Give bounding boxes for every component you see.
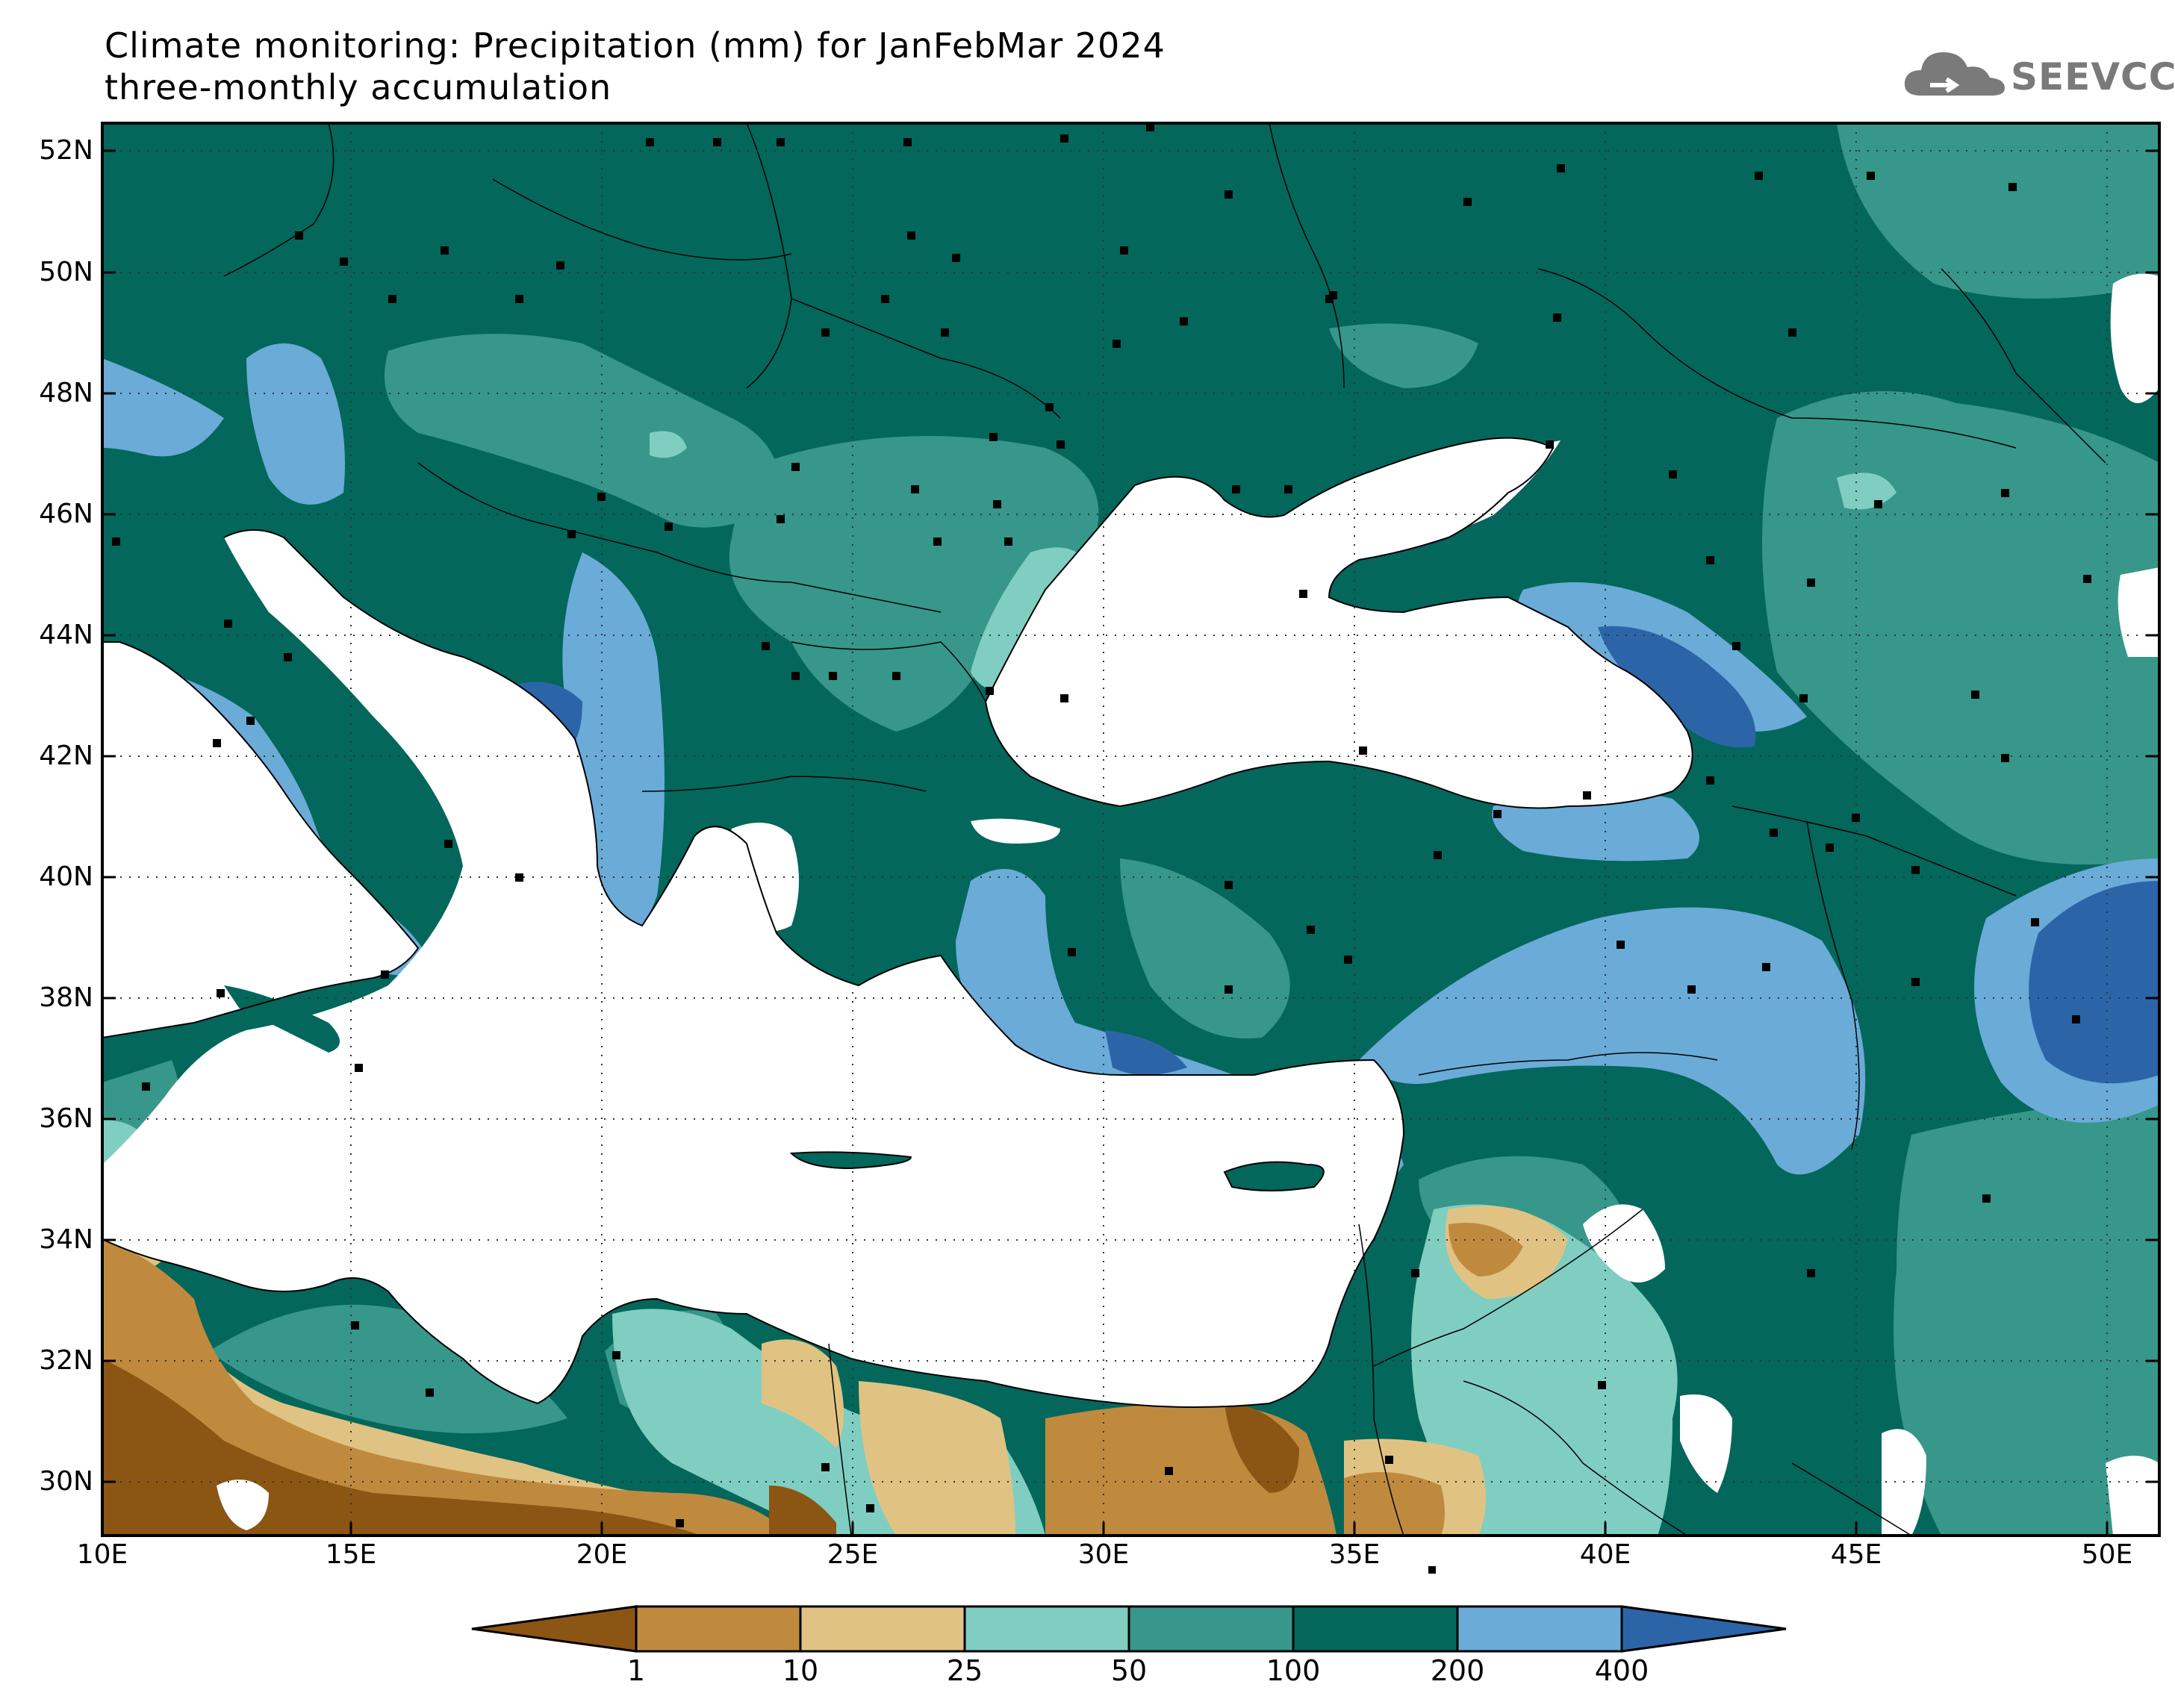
colorbar-segment-over-400 (1620, 1605, 1787, 1653)
seevccc-logo: SEEVCCC (1900, 42, 2175, 109)
coastlines (102, 437, 1693, 1408)
lat-label-50n: 50N (39, 257, 93, 287)
lon-label-30e: 30E (1077, 1539, 1130, 1570)
colorbar-label-200: 200 (1430, 1654, 1485, 1687)
axis-ticks (102, 149, 2159, 1536)
lon-label-10e: 10E (76, 1539, 128, 1570)
colorbar-segment-10-25 (799, 1605, 966, 1653)
map-title: Climate monitoring: Precipitation (mm) f… (105, 25, 1166, 66)
lon-label-50e: 50E (2081, 1539, 2133, 1570)
lat-label-42n: 42N (39, 741, 93, 771)
map-frame (101, 122, 2161, 1537)
lat-label-34n: 34N (39, 1224, 93, 1255)
lon-label-40e: 40E (1579, 1539, 1631, 1570)
lon-label-25e: 25E (827, 1539, 879, 1570)
lat-label-38n: 38N (39, 982, 93, 1013)
colorbar-segment-50-100 (1127, 1605, 1295, 1653)
lon-label-15e: 15E (325, 1539, 377, 1570)
lat-label-30n: 30N (39, 1466, 93, 1497)
station-markers (112, 123, 2091, 1527)
islands (224, 985, 1324, 1191)
lat-label-44n: 44N (39, 620, 93, 650)
station-marker-outside (1428, 1566, 1436, 1574)
colorbar-label-400: 400 (1594, 1654, 1649, 1687)
map-plot-area (102, 123, 2159, 1536)
lon-label-45e: 45E (1830, 1539, 1882, 1570)
lat-label-48n: 48N (39, 378, 93, 408)
colorbar-label-25: 25 (946, 1654, 983, 1687)
lat-label-46n: 46N (39, 499, 93, 529)
colorbar-segment-100-200 (1292, 1605, 1459, 1653)
sea-areas (102, 273, 2159, 1536)
lat-label-52n: 52N (39, 135, 93, 166)
colorbar-label-1: 1 (626, 1654, 646, 1687)
colorbar-segment-25-50 (963, 1605, 1130, 1653)
logo-text: SEEVCCC (2011, 55, 2175, 99)
precip-50-100 (102, 123, 2159, 1536)
map-subtitle: three-monthly accumulation (105, 67, 612, 107)
lon-label-35e: 35E (1328, 1539, 1381, 1570)
colorbar-label-100: 100 (1266, 1654, 1321, 1687)
lon-label-20e: 20E (576, 1539, 628, 1570)
lat-label-36n: 36N (39, 1103, 93, 1134)
colorbar-segment-200-400 (1456, 1605, 1623, 1653)
colorbar (471, 1605, 1787, 1653)
colorbar-segment-under-1 (471, 1605, 638, 1653)
colorbar-label-10: 10 (782, 1654, 819, 1687)
lat-label-40n: 40N (39, 861, 93, 892)
colorbar-label-50: 50 (1110, 1654, 1148, 1687)
lat-label-32n: 32N (39, 1345, 93, 1376)
colorbar-segment-1-10 (635, 1605, 802, 1653)
cloud-icon (1904, 52, 2005, 96)
